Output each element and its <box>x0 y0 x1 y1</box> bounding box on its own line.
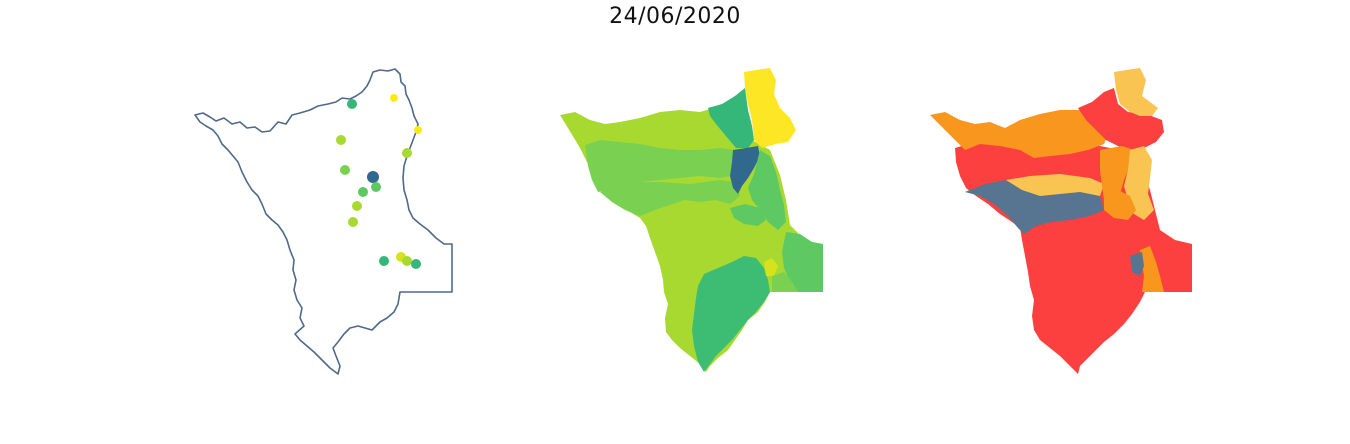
station-point <box>358 187 368 197</box>
basin-region <box>1100 146 1134 206</box>
station-point <box>367 171 379 183</box>
station-point <box>348 217 358 227</box>
basin-region <box>692 256 770 372</box>
basin-region <box>1140 246 1164 292</box>
basin-region <box>955 136 1192 374</box>
station-point <box>371 182 381 192</box>
station-point <box>390 94 398 102</box>
state-outline <box>194 68 453 375</box>
station-point <box>340 165 350 175</box>
basin-region <box>748 150 786 230</box>
basin-region <box>600 180 740 216</box>
station-point <box>352 201 362 211</box>
basin-region <box>965 180 1104 234</box>
station-point <box>379 256 389 266</box>
basin-region <box>1006 174 1104 196</box>
basin-region <box>782 232 823 292</box>
station-point <box>336 135 346 145</box>
basin-region <box>585 140 735 192</box>
basin-region <box>730 204 766 226</box>
station-point <box>347 99 357 109</box>
basin-region <box>744 68 796 148</box>
basin-region <box>708 88 754 148</box>
basin-region <box>1078 88 1164 150</box>
basin-region <box>1130 252 1144 276</box>
basins-green-map <box>560 68 823 372</box>
basin-region <box>1114 68 1158 116</box>
station-point <box>402 148 412 158</box>
station-points-map <box>194 68 453 375</box>
basin-region <box>764 258 778 276</box>
figure-title: 24/06/2020 <box>609 4 741 29</box>
basin-region <box>772 272 798 292</box>
basin-region <box>1104 190 1136 220</box>
basin-region <box>730 146 760 194</box>
basin-region <box>930 110 1110 158</box>
basins-risk-map <box>930 68 1192 374</box>
station-point <box>402 256 412 266</box>
station-point <box>411 259 421 269</box>
station-point <box>414 126 422 134</box>
